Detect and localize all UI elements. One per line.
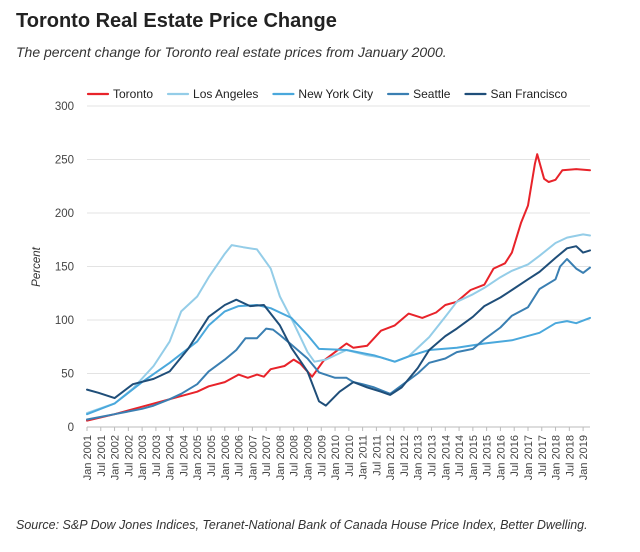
- y-axis-label: Percent: [31, 246, 43, 286]
- x-tick-label: Jan 2017: [523, 435, 535, 480]
- x-tick-label: Jul 2002: [123, 435, 135, 477]
- x-tick-label: Jul 2009: [316, 435, 328, 477]
- y-tick-label: 0: [68, 422, 74, 434]
- series-line-san-francisco: [86, 245, 591, 407]
- x-tick-label: Jul 2014: [454, 435, 466, 477]
- x-tick-label: Jul 2006: [234, 435, 246, 477]
- chart-source: Source: S&P Dow Jones Indices, Teranet-N…: [16, 518, 588, 532]
- x-tick-label: Jul 2008: [289, 435, 301, 477]
- x-tick-label: Jan 2007: [247, 435, 259, 480]
- y-tick-label: 250: [55, 155, 74, 167]
- x-tick-label: Jan 2002: [110, 435, 122, 480]
- x-tick-label: Jan 2003: [137, 435, 149, 480]
- y-tick-label: 100: [55, 315, 74, 327]
- legend-label-san-francisco: San Francisco: [490, 87, 567, 101]
- x-tick-label: Jul 2001: [96, 435, 108, 477]
- legend-label-los-angeles: Los Angeles: [193, 87, 258, 101]
- x-tick-label: Jan 2006: [220, 435, 232, 480]
- x-tick-label: Jan 2009: [302, 435, 314, 480]
- chart-subtitle: The percent change for Toronto real esta…: [16, 44, 447, 60]
- y-tick-label: 300: [55, 101, 74, 113]
- x-tick-label: Jul 2013: [427, 435, 439, 477]
- y-tick-label: 150: [55, 262, 74, 274]
- x-tick-label: Jan 2010: [330, 435, 342, 480]
- x-tick-label: Jan 2011: [358, 435, 370, 479]
- x-tick-label: Jul 2016: [509, 435, 521, 477]
- x-tick-label: Jan 2014: [440, 435, 452, 480]
- x-tick-label: Jul 2017: [537, 435, 549, 477]
- legend-label-new-york-city: New York City: [298, 87, 373, 101]
- x-tick-label: Jan 2008: [275, 435, 287, 480]
- x-tick-label: Jul 2007: [261, 435, 273, 477]
- series-line-los-angeles: [86, 233, 591, 415]
- x-tick-label: Jul 2010: [344, 435, 356, 477]
- x-tick-label: Jan 2015: [468, 435, 480, 480]
- x-tick-label: Jul 2012: [399, 435, 411, 477]
- x-tick-label: Jul 2011: [371, 435, 383, 476]
- x-tick-label: Jan 2016: [495, 435, 507, 480]
- chart-title: Toronto Real Estate Price Change: [16, 10, 337, 32]
- x-tick-label: Jan 2012: [385, 435, 397, 480]
- series-line-new-york-city: [86, 304, 591, 416]
- x-tick-label: Jul 2018: [564, 435, 576, 477]
- x-tick-label: Jan 2005: [192, 435, 204, 480]
- series-line-toronto: [86, 153, 591, 422]
- y-tick-label: 200: [55, 208, 74, 220]
- x-tick-label: Jan 2013: [413, 435, 425, 480]
- x-tick-label: Jul 2005: [206, 435, 218, 477]
- x-tick-label: Jan 2018: [551, 435, 563, 480]
- x-tick-label: Jan 2001: [82, 435, 94, 480]
- legend-label-toronto: Toronto: [113, 87, 153, 101]
- x-tick-label: Jan 2004: [165, 435, 177, 480]
- y-tick-label: 50: [61, 369, 74, 381]
- x-tick-label: Jan 2019: [578, 435, 590, 480]
- x-tick-label: Jul 2015: [482, 435, 494, 477]
- x-tick-label: Jul 2003: [151, 435, 163, 477]
- legend-label-seattle: Seattle: [413, 87, 451, 101]
- x-tick-label: Jul 2004: [178, 435, 190, 477]
